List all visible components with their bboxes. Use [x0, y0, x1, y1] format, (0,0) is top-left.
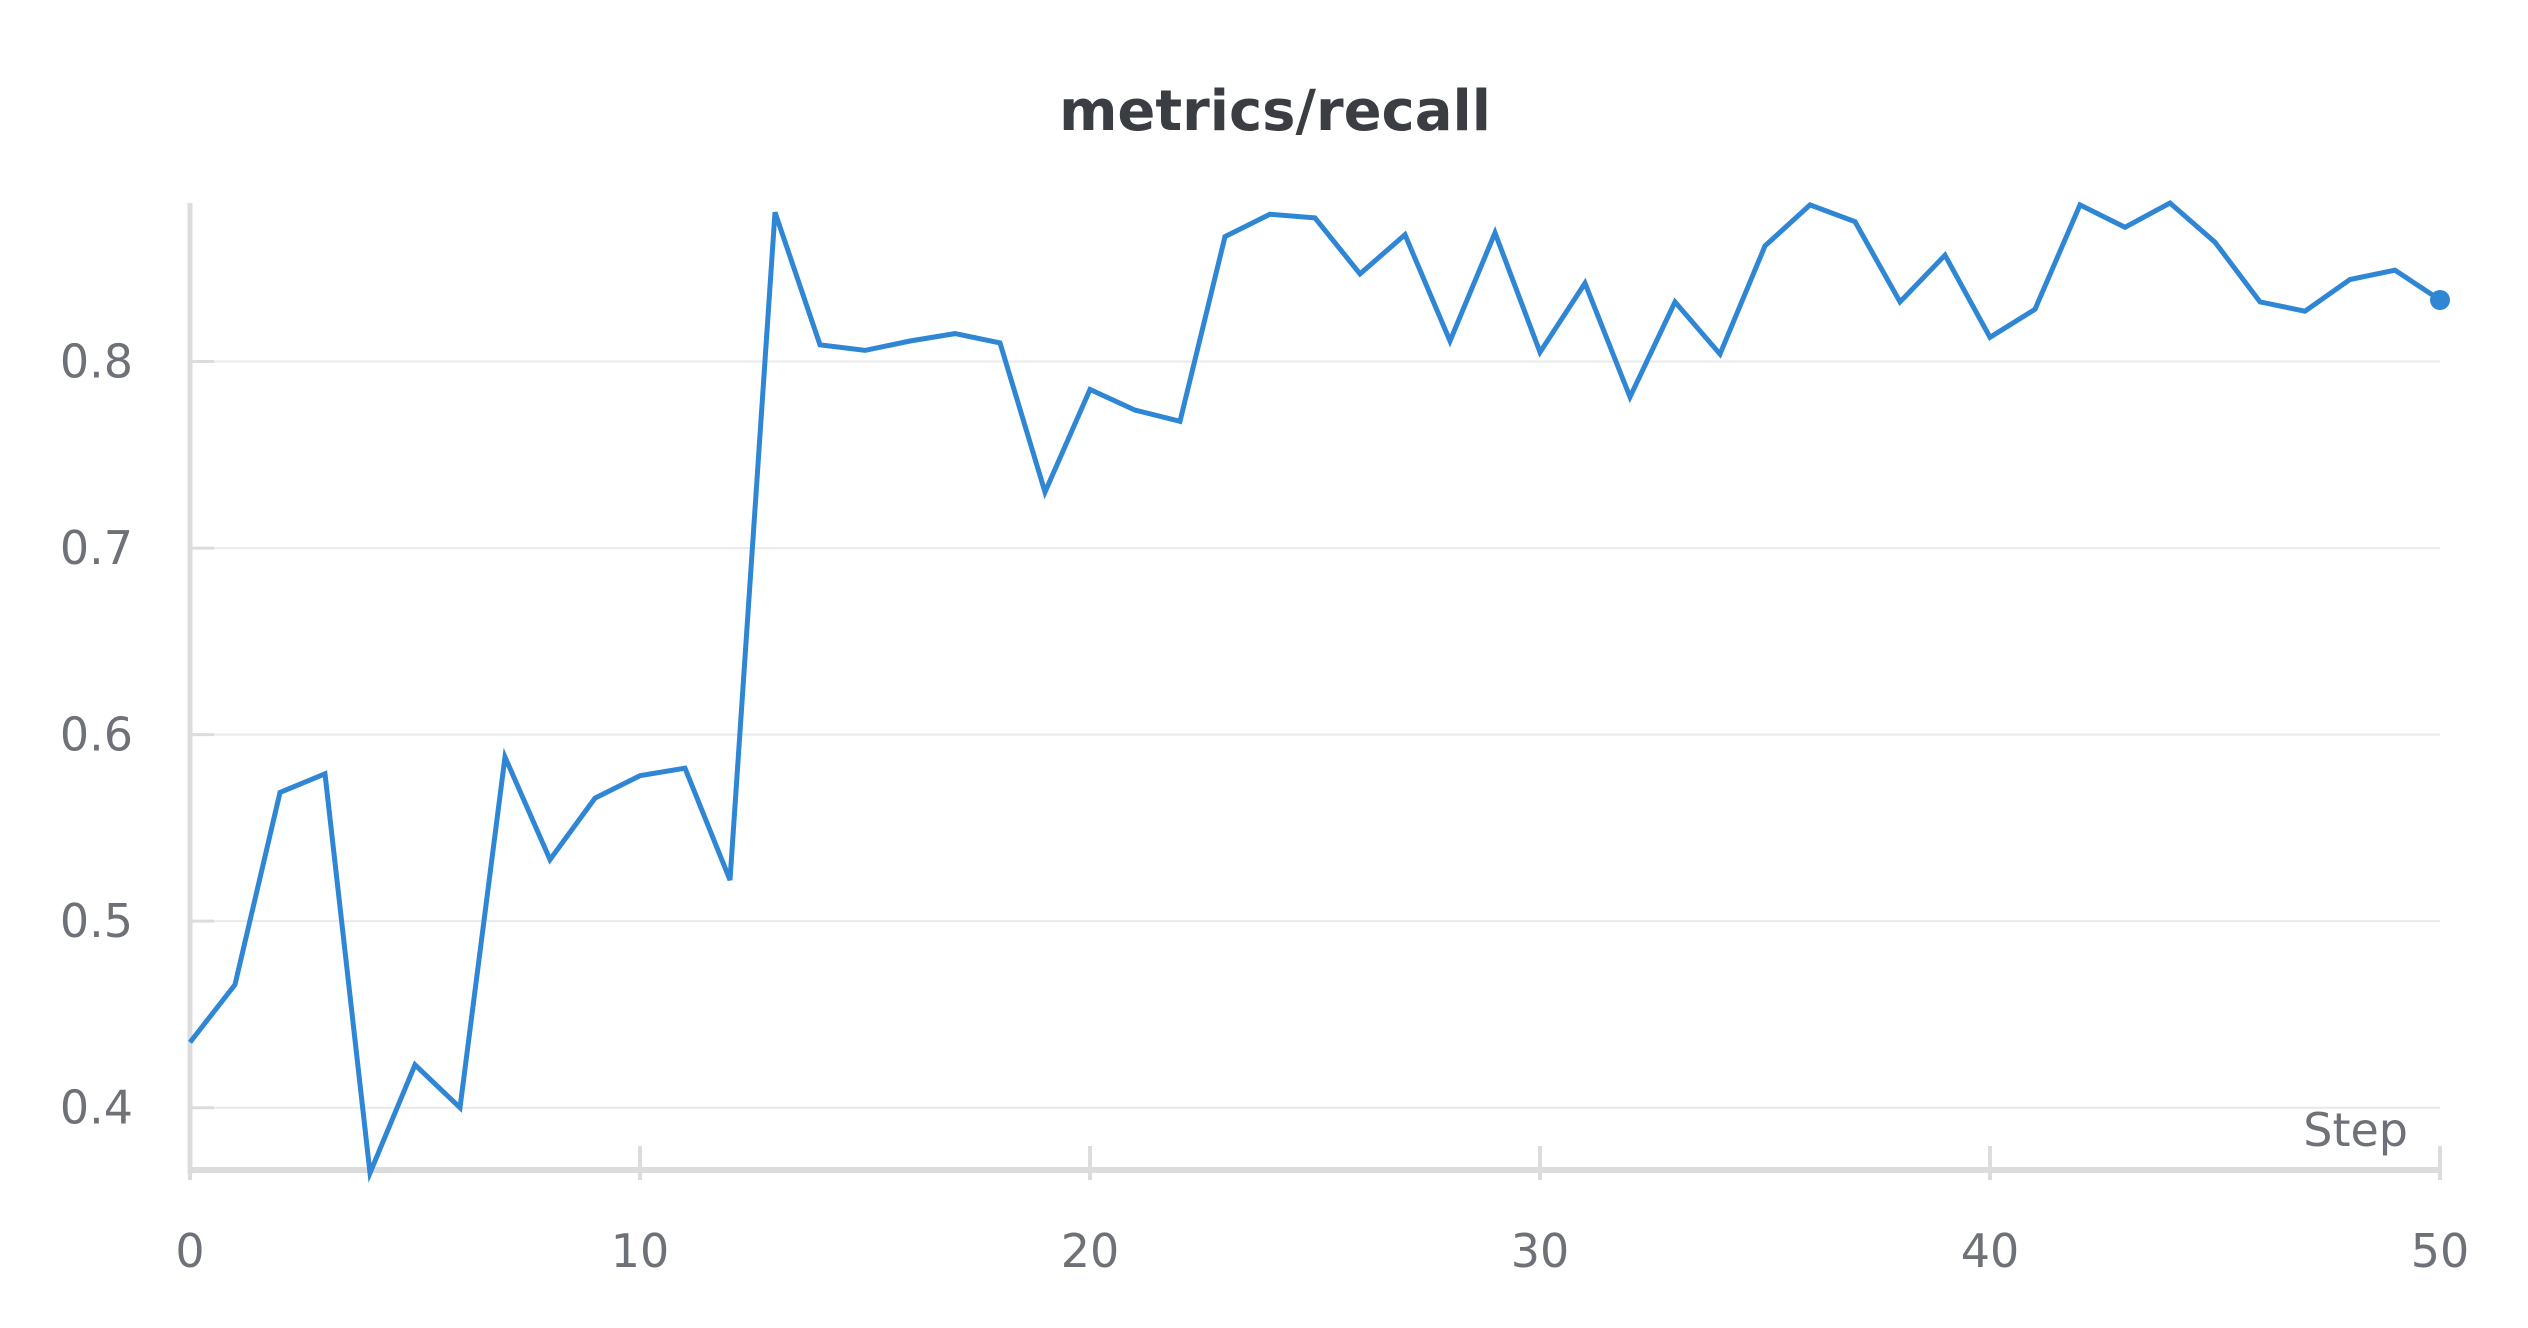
x-tick-label: 40 [1961, 1224, 2020, 1278]
x-tick-label: 20 [1061, 1224, 1120, 1278]
x-tick-label: 0 [175, 1224, 204, 1278]
x-tick-label: 50 [2411, 1224, 2470, 1278]
grid-lines [190, 360, 2440, 1109]
x-tick-label: 30 [1511, 1224, 1570, 1278]
series-layer [188, 199, 2450, 1183]
y-tick-label: 0.7 [60, 521, 133, 575]
axes [187, 203, 2440, 1174]
y-tick-label: 0.5 [60, 894, 133, 948]
chart-title: metrics/recall [1059, 79, 1491, 144]
x-ticks: 0 10 20 30 40 50 [175, 1146, 2469, 1278]
y-tick-label: 0.6 [60, 708, 133, 762]
y-tick-label: 0.4 [60, 1081, 133, 1135]
x-axis-label: Step [2303, 1103, 2408, 1157]
y-ticks: 0.4 0.5 0.6 0.7 0.8 [60, 335, 214, 1135]
series-line [188, 199, 2442, 1183]
x-tick-label: 10 [611, 1224, 670, 1278]
y-tick-label: 0.8 [60, 335, 133, 389]
last-point-marker [2430, 290, 2450, 310]
